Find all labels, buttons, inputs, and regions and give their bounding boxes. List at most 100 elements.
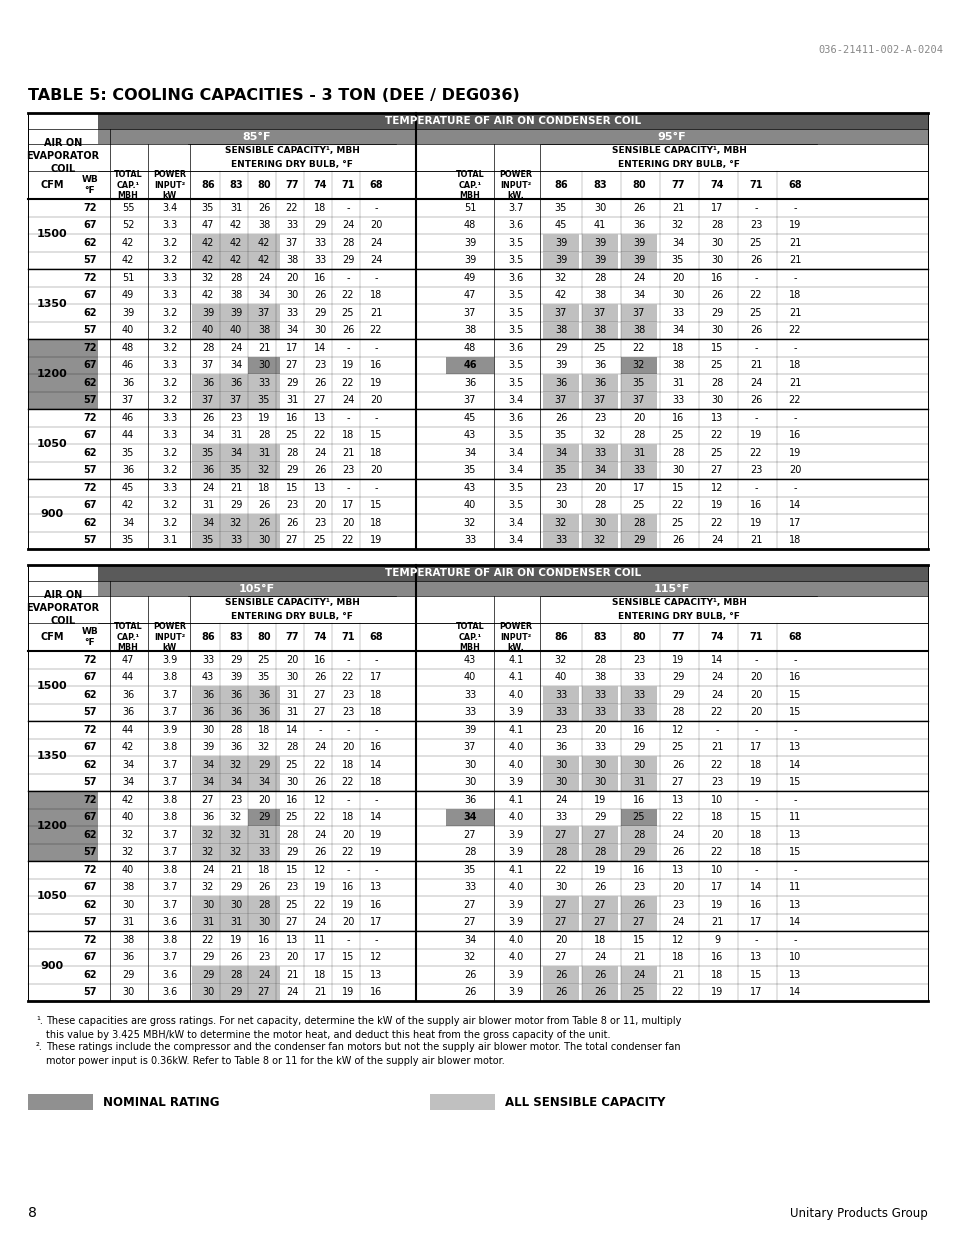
Text: 62: 62 [83, 517, 96, 527]
Text: POWER
INPUT²
kW.: POWER INPUT² kW. [499, 622, 532, 652]
Text: 36: 36 [555, 742, 566, 752]
Bar [248, 321, 280, 338]
Text: 20: 20 [286, 273, 298, 283]
Text: 77: 77 [285, 632, 298, 642]
Text: 16: 16 [632, 864, 644, 874]
Text: 35: 35 [671, 256, 683, 266]
Text: 35: 35 [463, 864, 476, 874]
Text: 26: 26 [593, 987, 605, 997]
Text: 16: 16 [341, 882, 354, 892]
Text: 12: 12 [671, 725, 683, 735]
Text: 71: 71 [748, 632, 762, 642]
Text: 30: 30 [230, 900, 242, 910]
Text: 68: 68 [369, 180, 382, 190]
Text: 29: 29 [257, 760, 270, 769]
Text: 21: 21 [788, 378, 801, 388]
Text: 18: 18 [710, 969, 722, 979]
Text: 19: 19 [341, 361, 354, 370]
Text: 74: 74 [313, 632, 327, 642]
Text: 26: 26 [555, 987, 567, 997]
Text: 36: 36 [202, 708, 213, 718]
Text: 16: 16 [749, 500, 761, 510]
Text: 19: 19 [749, 777, 761, 787]
Bar [542, 704, 578, 721]
Text: -: - [792, 412, 796, 422]
Text: 30: 30 [463, 777, 476, 787]
Bar [220, 897, 252, 914]
Text: 22: 22 [370, 325, 382, 335]
Text: 26: 26 [314, 290, 326, 300]
Text: 37: 37 [202, 361, 214, 370]
Text: 28: 28 [632, 830, 644, 840]
Text: 20: 20 [788, 466, 801, 475]
Text: 35: 35 [257, 395, 270, 405]
Text: 29: 29 [286, 847, 298, 857]
Text: 62: 62 [83, 690, 96, 700]
Text: 49: 49 [463, 273, 476, 283]
Text: 26: 26 [314, 378, 326, 388]
Text: 3.9: 3.9 [162, 655, 177, 664]
Text: 3.6: 3.6 [508, 343, 523, 353]
Text: 16: 16 [370, 987, 382, 997]
Text: -: - [792, 935, 796, 945]
Text: 39: 39 [122, 308, 134, 317]
Text: 37: 37 [555, 395, 567, 405]
Text: 24: 24 [749, 378, 761, 388]
Text: 47: 47 [202, 220, 214, 230]
Text: 18: 18 [370, 708, 382, 718]
Text: 19: 19 [314, 882, 326, 892]
Text: 16: 16 [370, 900, 382, 910]
Text: 4.1: 4.1 [508, 655, 523, 664]
Text: 10: 10 [788, 952, 801, 962]
Text: 18: 18 [594, 935, 605, 945]
Text: 32: 32 [555, 273, 567, 283]
Text: 23: 23 [314, 517, 326, 527]
Text: 32: 32 [593, 430, 605, 440]
Text: 30: 30 [257, 361, 270, 370]
Text: 14: 14 [749, 882, 761, 892]
Text: 18: 18 [671, 343, 683, 353]
Text: 12: 12 [710, 483, 722, 493]
Text: 24: 24 [341, 220, 354, 230]
Text: 15: 15 [710, 343, 722, 353]
Bar [220, 445, 252, 462]
Text: 72: 72 [83, 203, 96, 212]
Text: 72: 72 [83, 655, 96, 664]
Text: 71: 71 [748, 180, 762, 190]
Text: 25: 25 [286, 813, 298, 823]
Text: 36: 36 [594, 361, 605, 370]
Text: -: - [318, 725, 321, 735]
Text: 20: 20 [370, 466, 382, 475]
Bar [220, 826, 252, 844]
Text: 12: 12 [370, 952, 382, 962]
Text: 22: 22 [671, 813, 683, 823]
Text: 3.4: 3.4 [508, 466, 523, 475]
Text: 35: 35 [122, 535, 134, 545]
Text: 3.3: 3.3 [162, 290, 177, 300]
Text: 23: 23 [341, 690, 354, 700]
Text: 26: 26 [286, 517, 298, 527]
Text: 24: 24 [286, 987, 298, 997]
Text: 30: 30 [710, 395, 722, 405]
Text: 33: 33 [632, 672, 644, 682]
Text: 71: 71 [341, 632, 355, 642]
Text: 36: 36 [230, 378, 242, 388]
Text: 17: 17 [370, 672, 382, 682]
Bar [220, 844, 252, 861]
Bar [98, 564, 927, 580]
Text: 3.9: 3.9 [162, 725, 177, 735]
Bar [430, 1094, 495, 1110]
Text: 29: 29 [632, 742, 644, 752]
Bar [620, 233, 657, 252]
Text: 30: 30 [555, 882, 566, 892]
Text: 3.7: 3.7 [162, 882, 177, 892]
Text: 22: 22 [632, 343, 644, 353]
Bar [581, 462, 618, 479]
Text: 24: 24 [632, 969, 644, 979]
Text: 14: 14 [370, 760, 382, 769]
Text: 32: 32 [230, 813, 242, 823]
Text: 22: 22 [341, 847, 354, 857]
Text: 62: 62 [83, 760, 96, 769]
Text: 57: 57 [83, 708, 96, 718]
Text: 38: 38 [594, 290, 605, 300]
